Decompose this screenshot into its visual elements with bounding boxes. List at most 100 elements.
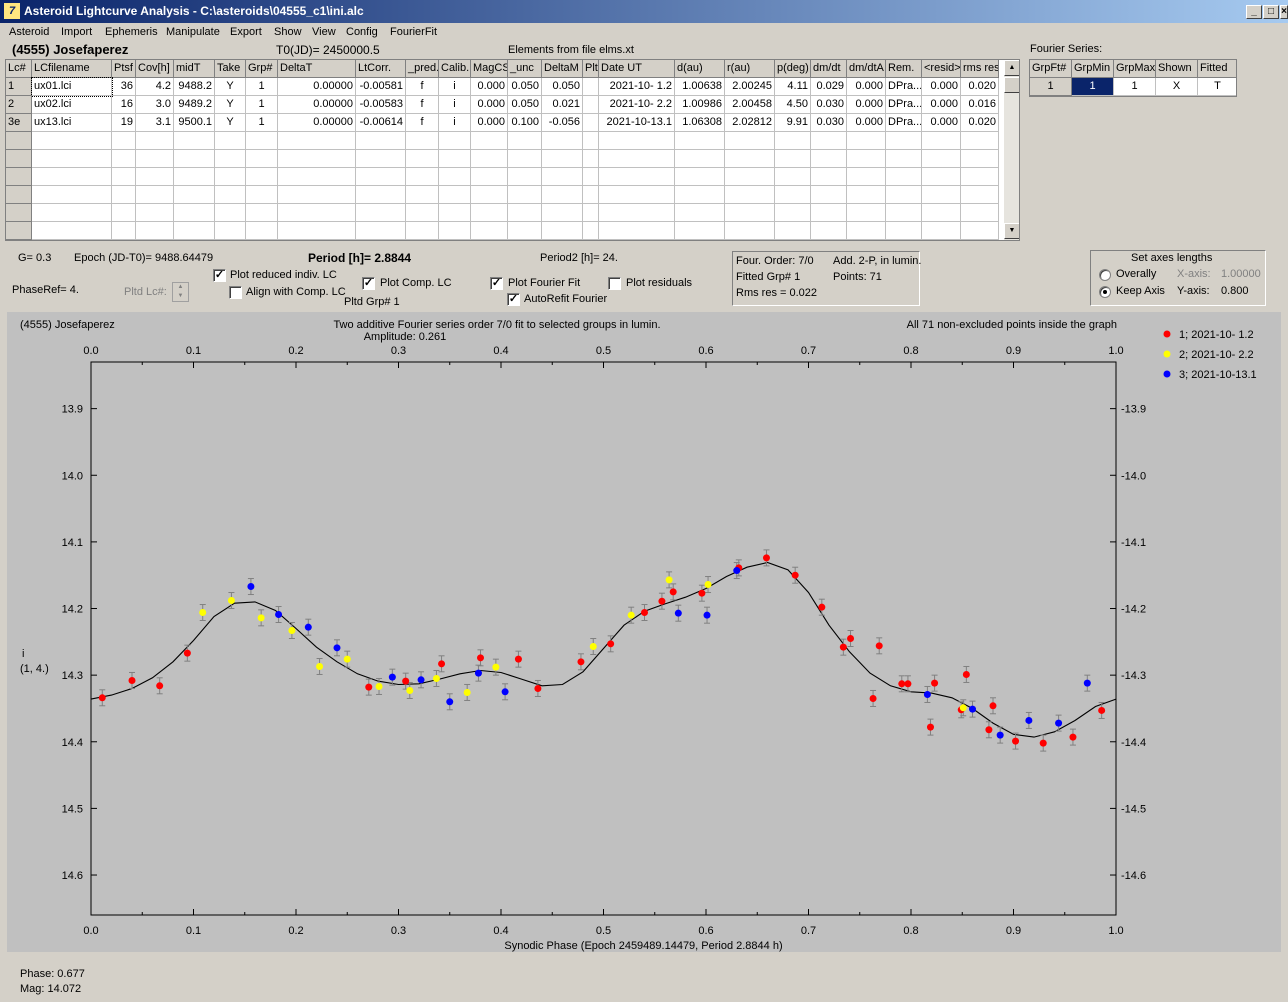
fourier-cell[interactable]: 1 (1072, 78, 1114, 96)
empty-cell[interactable] (471, 168, 508, 186)
empty-cell[interactable] (508, 186, 542, 204)
empty-cell[interactable] (811, 168, 847, 186)
column-header[interactable]: LtCorr. (356, 60, 406, 78)
column-header[interactable]: Plt (583, 60, 599, 78)
column-header[interactable]: MagCS (471, 60, 508, 78)
empty-cell[interactable] (508, 222, 542, 240)
empty-cell[interactable] (542, 204, 583, 222)
empty-cell[interactable] (599, 204, 675, 222)
empty-cell[interactable] (406, 222, 439, 240)
table-cell[interactable]: 4.11 (775, 78, 811, 96)
menu-export[interactable]: Export (230, 26, 262, 38)
empty-cell[interactable] (922, 168, 961, 186)
empty-cell[interactable] (725, 222, 775, 240)
empty-cell[interactable] (675, 204, 725, 222)
empty-cell[interactable] (215, 150, 246, 168)
empty-cell[interactable] (246, 132, 278, 150)
empty-cell[interactable] (215, 222, 246, 240)
empty-cell[interactable] (811, 222, 847, 240)
empty-cell[interactable] (278, 168, 356, 186)
empty-cell[interactable] (847, 150, 886, 168)
empty-cell[interactable] (278, 222, 356, 240)
row-header[interactable] (6, 186, 32, 204)
empty-cell[interactable] (246, 168, 278, 186)
empty-cell[interactable] (439, 204, 471, 222)
empty-cell[interactable] (32, 222, 112, 240)
table-cell[interactable]: 0.020 (961, 78, 999, 96)
row-header[interactable] (6, 204, 32, 222)
empty-cell[interactable] (725, 186, 775, 204)
table-cell[interactable]: i (439, 114, 471, 132)
table-cell[interactable]: 1.00638 (675, 78, 725, 96)
empty-cell[interactable] (471, 132, 508, 150)
y-axis-value[interactable]: 0.800 (1221, 285, 1249, 297)
table-cell[interactable]: 2.02812 (725, 114, 775, 132)
empty-cell[interactable] (246, 186, 278, 204)
column-header[interactable]: Rem. (886, 60, 922, 78)
empty-cell[interactable] (542, 186, 583, 204)
empty-cell[interactable] (174, 132, 215, 150)
empty-cell[interactable] (599, 150, 675, 168)
table-cell[interactable]: 1.00986 (675, 96, 725, 114)
empty-cell[interactable] (675, 186, 725, 204)
table-cell[interactable]: DPra... (886, 114, 922, 132)
plot-reduced-checkbox[interactable]: ✓ (213, 269, 226, 282)
table-cell[interactable]: -0.00614 (356, 114, 406, 132)
fourier-column-header[interactable]: GrpMin (1072, 60, 1114, 78)
table-cell[interactable]: 9489.2 (174, 96, 215, 114)
fourier-cell[interactable]: 1 (1114, 78, 1156, 96)
table-cell[interactable]: 0.030 (811, 96, 847, 114)
table-cell[interactable]: Y (215, 78, 246, 96)
fourier-cell[interactable]: 1 (1030, 78, 1072, 96)
fourier-cell[interactable]: T (1198, 78, 1236, 96)
table-cell[interactable]: 0.00000 (278, 78, 356, 96)
empty-cell[interactable] (811, 150, 847, 168)
table-cell[interactable]: 4.50 (775, 96, 811, 114)
empty-cell[interactable] (278, 186, 356, 204)
empty-cell[interactable] (112, 204, 136, 222)
empty-cell[interactable] (406, 204, 439, 222)
empty-cell[interactable] (406, 186, 439, 204)
empty-cell[interactable] (847, 132, 886, 150)
empty-cell[interactable] (886, 222, 922, 240)
empty-cell[interactable] (278, 150, 356, 168)
empty-cell[interactable] (471, 204, 508, 222)
empty-cell[interactable] (675, 222, 725, 240)
table-cell[interactable]: 0.020 (961, 114, 999, 132)
empty-cell[interactable] (961, 204, 999, 222)
empty-cell[interactable] (542, 168, 583, 186)
plot-residuals-checkbox[interactable] (608, 277, 621, 290)
empty-cell[interactable] (356, 132, 406, 150)
empty-cell[interactable] (439, 132, 471, 150)
column-header[interactable]: Lc# (6, 60, 32, 78)
align-comp-checkbox[interactable] (229, 286, 242, 299)
table-cell[interactable]: 0.000 (922, 114, 961, 132)
empty-cell[interactable] (675, 132, 725, 150)
empty-cell[interactable] (471, 150, 508, 168)
empty-cell[interactable] (174, 150, 215, 168)
empty-cell[interactable] (961, 150, 999, 168)
autorefit-checkbox[interactable]: ✓ (507, 293, 520, 306)
column-header[interactable]: LCfilename (32, 60, 112, 78)
empty-cell[interactable] (886, 168, 922, 186)
x-axis-value[interactable]: 1.00000 (1221, 268, 1261, 280)
table-cell[interactable]: -0.00583 (356, 96, 406, 114)
column-header[interactable]: Cov[h] (136, 60, 174, 78)
empty-cell[interactable] (675, 168, 725, 186)
lightcurve-table[interactable]: Lc# LCfilename Ptsf Cov[h] midT Take Grp# Delta… (5, 59, 1020, 241)
empty-cell[interactable] (246, 204, 278, 222)
table-cell[interactable]: 1 (246, 96, 278, 114)
empty-cell[interactable] (725, 150, 775, 168)
table-cell[interactable]: 2.00245 (725, 78, 775, 96)
empty-cell[interactable] (599, 132, 675, 150)
empty-cell[interactable] (922, 186, 961, 204)
scroll-down-icon[interactable]: ▼ (1004, 223, 1019, 239)
table-cell[interactable]: DPra... (886, 96, 922, 114)
table-cell[interactable]: i (439, 96, 471, 114)
close-button[interactable]: × (1280, 5, 1288, 19)
table-cell[interactable] (583, 78, 599, 96)
empty-cell[interactable] (922, 132, 961, 150)
table-cell[interactable]: 1 (246, 78, 278, 96)
table-cell[interactable]: 0.050 (508, 96, 542, 114)
table-cell[interactable]: f (406, 78, 439, 96)
